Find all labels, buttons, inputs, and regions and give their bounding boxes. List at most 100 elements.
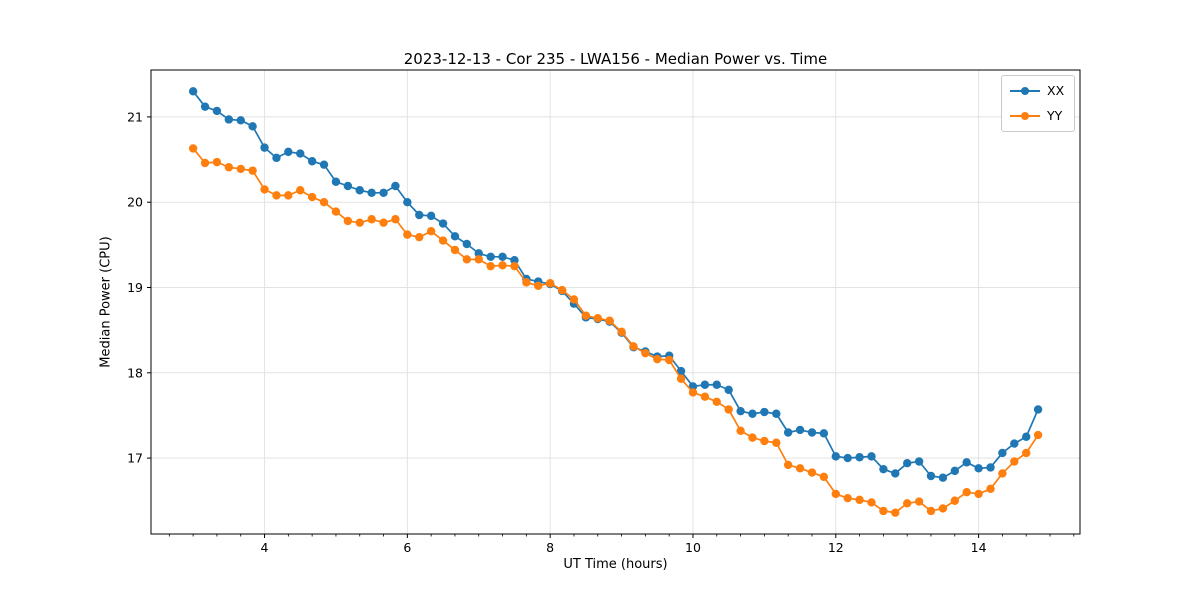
series-yy-marker	[379, 218, 388, 227]
series-yy-marker	[545, 279, 555, 288]
plot-border	[150, 69, 1081, 535]
series-xx-marker	[926, 471, 936, 481]
series-yy-marker	[224, 163, 234, 172]
x-tick-label: 6	[403, 540, 411, 555]
series-yy-marker	[569, 295, 579, 304]
series-xx-marker	[355, 186, 364, 195]
legend-entry-xx: XX	[1010, 81, 1064, 101]
series-yy-marker	[688, 388, 698, 397]
x-tick-label: 10	[685, 540, 701, 555]
series-xx-marker	[319, 160, 329, 169]
series-xx-marker	[831, 452, 840, 461]
y-tick-label: 17	[127, 451, 143, 466]
series-xx-marker	[284, 147, 293, 157]
series-yy-marker	[296, 186, 305, 195]
series-yy-marker	[581, 311, 591, 320]
series-yy-marker	[795, 464, 805, 473]
series-xx-marker	[914, 457, 924, 466]
series-xx-marker	[474, 249, 483, 258]
series-yy-marker	[962, 488, 971, 497]
series-yy-marker	[879, 506, 888, 516]
series-yy-marker	[474, 255, 483, 264]
series-xx-marker	[426, 211, 436, 221]
legend-sample-yy-icon	[1010, 111, 1040, 121]
series-yy-marker	[986, 484, 995, 493]
series-xx-marker	[700, 380, 710, 389]
legend-sample-xx-icon	[1010, 86, 1040, 96]
series-yy-marker	[783, 460, 793, 470]
series-xx-marker	[379, 188, 388, 198]
y-axis-label: Median Power (CPU)	[98, 236, 114, 368]
series-yy-marker	[1033, 430, 1043, 440]
series-yy-marker	[867, 498, 876, 507]
series-xx-marker	[224, 115, 234, 124]
series-xx-marker	[736, 406, 745, 416]
series-yy-marker	[355, 218, 364, 227]
legend-label-yy: YY	[1047, 107, 1063, 123]
series-yy-marker	[974, 489, 983, 499]
series-xx-marker	[438, 219, 448, 228]
series-xx-marker	[343, 181, 353, 191]
series-xx-marker	[998, 448, 1007, 458]
series-xx-marker	[307, 157, 317, 166]
series-xx-marker	[1033, 405, 1043, 414]
series-xx-marker	[486, 252, 495, 261]
series-xx-marker	[450, 232, 460, 241]
series-xx-marker	[367, 188, 376, 198]
series-xx-line	[192, 90, 1039, 479]
series-xx-marker	[855, 453, 864, 462]
series-yy-marker	[938, 504, 948, 513]
series-xx-marker	[795, 425, 805, 435]
series-xx-marker	[1010, 439, 1019, 448]
x-tick-label: 8	[546, 540, 554, 555]
series-xx-marker	[248, 122, 257, 131]
series-yy-marker	[415, 232, 424, 242]
series-yy-marker	[676, 374, 686, 383]
series-yy-marker	[331, 207, 341, 216]
series-xx-marker	[843, 453, 852, 463]
series-yy-marker	[248, 166, 257, 175]
legend-entry-yy: YY	[1010, 106, 1064, 126]
legend-dot-xx	[1021, 87, 1029, 95]
series-yy-marker	[307, 192, 317, 202]
series-xx-marker	[807, 428, 817, 437]
series-xx-marker	[236, 116, 245, 125]
series-yy-marker	[950, 496, 960, 505]
series-xx-marker	[974, 464, 983, 473]
series-xx-marker	[712, 380, 721, 389]
series-xx-marker	[296, 149, 305, 158]
series-yy-marker	[641, 348, 650, 358]
y-tick-label: 21	[127, 109, 143, 124]
series-yy-marker	[736, 426, 745, 435]
x-tick-label: 4	[261, 540, 269, 555]
series-yy-marker	[367, 215, 376, 224]
x-tick-label: 14	[971, 540, 987, 555]
series-yy-marker	[391, 215, 400, 224]
series-xx-marker	[724, 385, 733, 395]
series-xx-marker	[391, 181, 400, 191]
y-tick-label: 20	[127, 195, 143, 210]
series-yy-marker	[438, 236, 448, 245]
series-xx-marker	[510, 256, 519, 265]
series-yy-marker	[212, 157, 222, 167]
series-xx-marker	[676, 366, 686, 376]
series-yy-marker	[557, 285, 567, 295]
series-xx-marker	[688, 382, 698, 391]
series-xx-marker	[331, 177, 341, 186]
series-yy-marker	[593, 314, 602, 323]
series-yy-marker	[831, 489, 840, 499]
series-xx-marker	[748, 409, 757, 418]
series-xx-marker	[986, 463, 995, 472]
series-yy-marker	[605, 316, 614, 325]
series-yy-marker	[724, 405, 733, 414]
series-yy-marker	[903, 499, 912, 508]
series-yy-marker	[403, 230, 412, 239]
y-tick-label: 19	[127, 280, 143, 295]
series-yy-marker	[188, 144, 198, 153]
series-xx-marker	[760, 407, 769, 417]
series-yy-marker	[498, 261, 507, 270]
series-yy-marker	[1022, 448, 1031, 458]
series-xx-marker	[403, 198, 412, 207]
series-yy-marker	[855, 495, 864, 505]
series-yy-marker	[462, 255, 472, 264]
